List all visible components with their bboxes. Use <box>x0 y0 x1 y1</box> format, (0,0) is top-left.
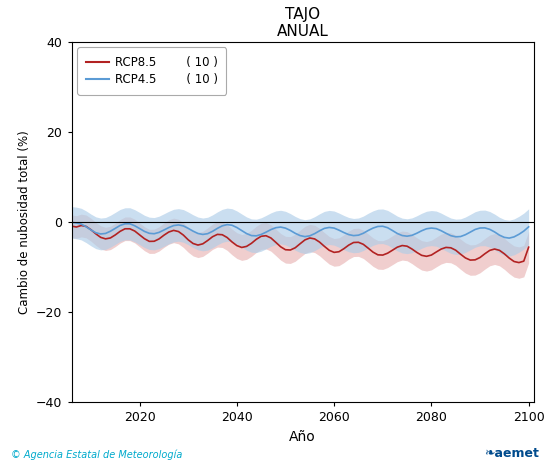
Text: © Agencia Estatal de Meteorología: © Agencia Estatal de Meteorología <box>11 449 183 460</box>
Legend: RCP8.5        ( 10 ), RCP4.5        ( 10 ): RCP8.5 ( 10 ), RCP4.5 ( 10 ) <box>78 48 227 95</box>
Text: ❧aemet: ❧aemet <box>484 447 539 460</box>
Title: TAJO
ANUAL: TAJO ANUAL <box>277 6 328 39</box>
X-axis label: Año: Año <box>289 430 316 444</box>
Y-axis label: Cambio de nubosidad total (%): Cambio de nubosidad total (%) <box>18 130 31 314</box>
